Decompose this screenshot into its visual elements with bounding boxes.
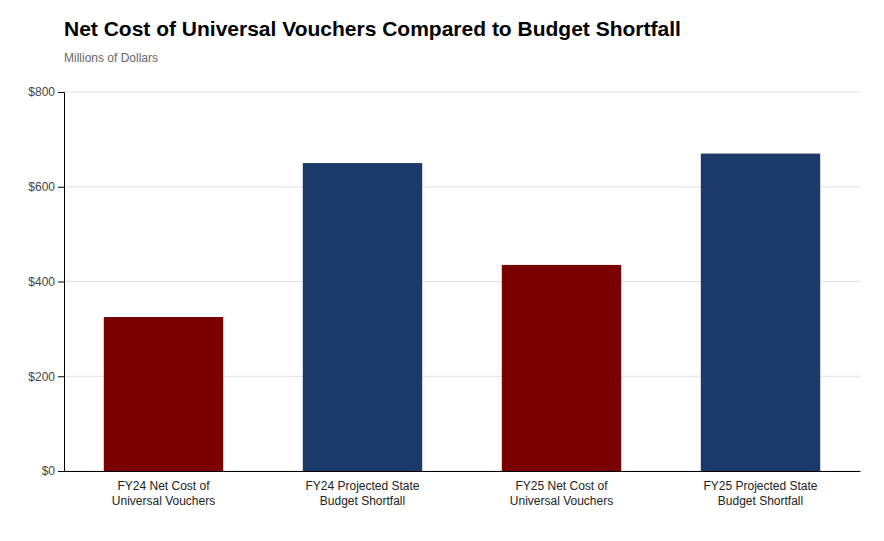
bar <box>701 154 820 471</box>
chart: Net Cost of Universal Vouchers Compared … <box>0 0 884 541</box>
tick-label-line: Budget Shortfall <box>718 494 803 508</box>
tick-label: $800 <box>28 85 55 99</box>
tick: FY24 Projected StateBudget Shortfall <box>305 471 419 508</box>
tick-label: $0 <box>42 464 56 478</box>
tick: $400 <box>28 275 64 289</box>
tick-label-line: Budget Shortfall <box>320 494 405 508</box>
bar <box>502 265 621 471</box>
tick-label: $600 <box>28 180 55 194</box>
tick-mark <box>58 92 64 93</box>
tick-mark <box>58 187 64 188</box>
tick-label-line: Universal Vouchers <box>112 494 215 508</box>
tick-label-line: FY24 Projected State <box>305 479 419 493</box>
subtitle: Millions of Dollars <box>64 51 158 65</box>
axis-line <box>65 471 861 472</box>
plot: $0$200$400$600$800FY24 Net Cost ofUniver… <box>28 85 860 508</box>
tick-mark <box>58 471 64 472</box>
tick: $800 <box>28 85 64 99</box>
tick-label: FY25 Projected StateBudget Shortfall <box>703 479 817 509</box>
tick-label: FY24 Net Cost ofUniversal Vouchers <box>112 479 215 509</box>
tick: FY25 Net Cost ofUniversal Vouchers <box>510 471 613 508</box>
bar <box>104 317 223 471</box>
x-axis: FY24 Net Cost ofUniversal VouchersFY24 P… <box>65 471 861 508</box>
tick: FY25 Projected StateBudget Shortfall <box>703 471 817 508</box>
tick: FY24 Net Cost ofUniversal Vouchers <box>112 471 215 508</box>
tick-label-line: FY24 Net Cost of <box>117 479 210 493</box>
tick-label-line: Universal Vouchers <box>510 494 613 508</box>
tick-label-line: FY25 Net Cost of <box>515 479 608 493</box>
tick: $200 <box>28 370 64 384</box>
tick-mark <box>58 376 64 377</box>
tick-label: FY24 Projected StateBudget Shortfall <box>305 479 419 509</box>
tick: $600 <box>28 180 64 194</box>
grid <box>64 92 860 471</box>
title: Net Cost of Universal Vouchers Compared … <box>64 17 681 40</box>
grid-line <box>64 92 860 93</box>
tick-label: FY25 Net Cost ofUniversal Vouchers <box>510 479 613 509</box>
y-axis: $0 $200 $400 $600 $800 <box>28 85 64 478</box>
axis-line <box>58 93 65 472</box>
tick-label: $200 <box>28 370 55 384</box>
tick-label-line: FY25 Projected State <box>703 479 817 493</box>
tick-mark <box>58 282 64 283</box>
tick: $0 <box>42 464 64 478</box>
bars <box>104 154 820 471</box>
tick-label: $400 <box>28 275 55 289</box>
bar <box>303 163 422 471</box>
